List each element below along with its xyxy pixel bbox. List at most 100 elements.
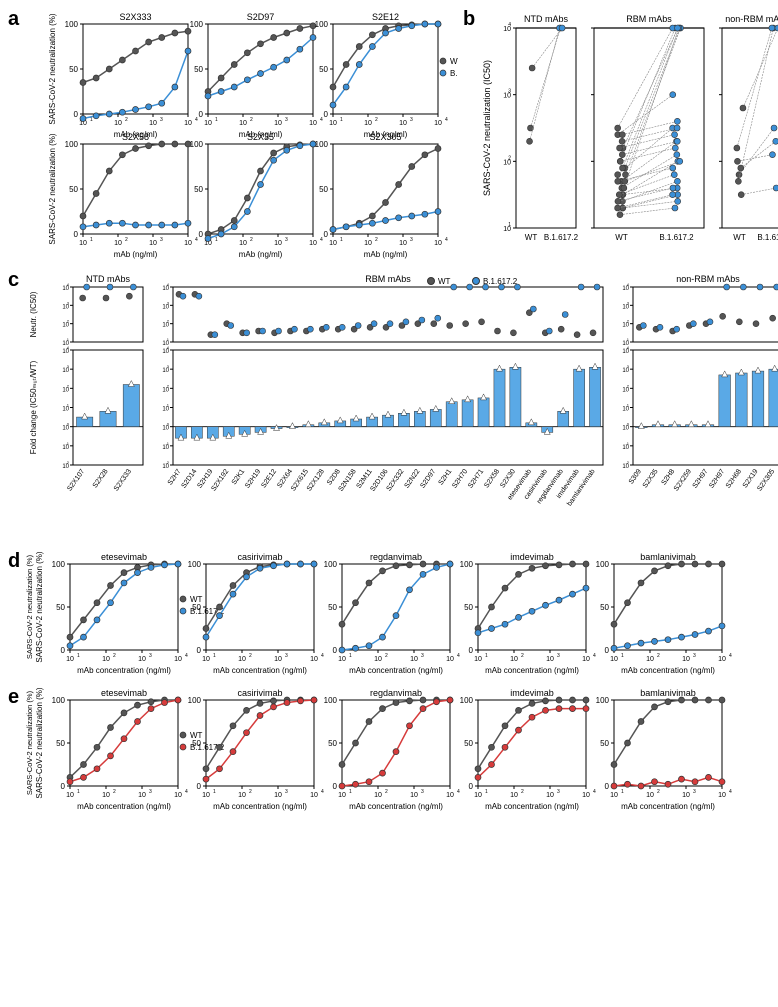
svg-text:S2X333: S2X333 bbox=[119, 12, 151, 22]
svg-text:10: 10 bbox=[274, 656, 282, 663]
svg-text:4: 4 bbox=[457, 789, 460, 795]
svg-text:50: 50 bbox=[328, 739, 337, 748]
svg-text:10: 10 bbox=[410, 656, 418, 663]
svg-text:S2X28: S2X28 bbox=[92, 468, 110, 489]
svg-text:4: 4 bbox=[185, 653, 188, 659]
svg-text:2: 2 bbox=[67, 383, 70, 388]
svg-text:100: 100 bbox=[460, 696, 474, 705]
svg-text:SARS-CoV-2 neutralization (%): SARS-CoV-2 neutralization (%) bbox=[48, 13, 57, 124]
svg-text:1: 1 bbox=[213, 789, 216, 795]
svg-text:S2H97: S2H97 bbox=[692, 468, 710, 490]
svg-text:1: 1 bbox=[167, 403, 170, 408]
svg-text:10: 10 bbox=[102, 656, 110, 663]
svg-text:10: 10 bbox=[510, 656, 518, 663]
svg-text:S2D8: S2D8 bbox=[326, 468, 342, 486]
svg-text:mAb concentration (ng/ml): mAb concentration (ng/ml) bbox=[349, 666, 443, 675]
svg-text:10: 10 bbox=[149, 120, 157, 127]
svg-text:10: 10 bbox=[338, 792, 346, 799]
svg-text:B.1.617.2: B.1.617.2 bbox=[544, 233, 579, 242]
svg-text:bamlanivimab: bamlanivimab bbox=[640, 688, 696, 698]
svg-text:4: 4 bbox=[593, 653, 596, 659]
svg-text:10: 10 bbox=[646, 792, 654, 799]
svg-text:2: 2 bbox=[385, 653, 388, 659]
svg-text:4: 4 bbox=[627, 345, 630, 350]
svg-text:2: 2 bbox=[375, 237, 378, 243]
svg-text:4: 4 bbox=[167, 345, 170, 350]
svg-text:3: 3 bbox=[67, 300, 70, 305]
svg-text:100: 100 bbox=[52, 560, 66, 569]
svg-text:regdanvimab: regdanvimab bbox=[370, 688, 422, 698]
svg-text:mAb concentration (ng/ml): mAb concentration (ng/ml) bbox=[485, 666, 579, 675]
svg-text:1: 1 bbox=[340, 117, 343, 123]
panel-c-svg: WTB.1.617.2Neutr. (IC50)Fold change (IC5… bbox=[18, 269, 778, 544]
svg-text:10: 10 bbox=[718, 792, 726, 799]
svg-text:S2H7: S2H7 bbox=[167, 468, 183, 486]
svg-text:1: 1 bbox=[77, 653, 80, 659]
svg-text:1: 1 bbox=[167, 337, 170, 342]
svg-text:10: 10 bbox=[399, 240, 407, 247]
svg-text:10: 10 bbox=[434, 120, 442, 127]
svg-text:0: 0 bbox=[61, 646, 66, 655]
svg-text:10: 10 bbox=[329, 120, 337, 127]
svg-text:10: 10 bbox=[238, 656, 246, 663]
svg-text:50: 50 bbox=[319, 185, 328, 194]
svg-text:100: 100 bbox=[315, 140, 329, 149]
svg-text:10: 10 bbox=[174, 792, 182, 799]
svg-text:10: 10 bbox=[446, 656, 454, 663]
svg-text:SARS-CoV-2 neutralization (%): SARS-CoV-2 neutralization (%) bbox=[48, 133, 57, 244]
panel-b-svg: SARS-CoV-2 neutralization (IC50)10110210… bbox=[478, 8, 778, 263]
svg-text:4: 4 bbox=[445, 237, 448, 243]
svg-text:4: 4 bbox=[729, 653, 732, 659]
svg-text:NTD mAbs: NTD mAbs bbox=[524, 14, 569, 24]
svg-text:10: 10 bbox=[239, 120, 247, 127]
svg-text:S2X35: S2X35 bbox=[642, 468, 660, 489]
svg-text:WT: WT bbox=[525, 233, 538, 242]
svg-text:B.1.617.2: B.1.617.2 bbox=[659, 233, 694, 242]
svg-text:mAb concentration (ng/ml): mAb concentration (ng/ml) bbox=[213, 802, 307, 811]
svg-text:mAb concentration (ng/ml): mAb concentration (ng/ml) bbox=[349, 802, 443, 811]
svg-text:0: 0 bbox=[197, 646, 202, 655]
svg-text:0: 0 bbox=[627, 422, 630, 427]
svg-text:etesevimab: etesevimab bbox=[101, 552, 147, 562]
svg-text:100: 100 bbox=[65, 20, 79, 29]
panel-d-row: d 050100101102103104etesevimabSARS-CoV-2… bbox=[8, 550, 770, 680]
svg-text:3: 3 bbox=[410, 237, 413, 243]
svg-text:50: 50 bbox=[319, 65, 328, 74]
panel-e-svg: 050100101102103104etesevimabSARS-CoV-2 n… bbox=[18, 686, 778, 816]
svg-text:10: 10 bbox=[329, 240, 337, 247]
panel-a-label: a bbox=[8, 8, 19, 31]
svg-text:10: 10 bbox=[364, 120, 372, 127]
svg-text:3: 3 bbox=[285, 237, 288, 243]
svg-text:10: 10 bbox=[202, 792, 210, 799]
svg-text:100: 100 bbox=[188, 696, 202, 705]
svg-text:S2K1: S2K1 bbox=[231, 468, 247, 486]
svg-text:mAb concentration (ng/ml): mAb concentration (ng/ml) bbox=[621, 666, 715, 675]
svg-text:3: 3 bbox=[285, 653, 288, 659]
svg-text:S2X305: S2X305 bbox=[756, 468, 776, 493]
svg-text:100: 100 bbox=[460, 560, 474, 569]
svg-text:100: 100 bbox=[190, 20, 204, 29]
svg-text:0: 0 bbox=[199, 110, 204, 119]
svg-text:50: 50 bbox=[192, 603, 201, 612]
svg-text:10: 10 bbox=[582, 792, 590, 799]
svg-text:mAb (ng/ml): mAb (ng/ml) bbox=[239, 250, 283, 259]
svg-text:4: 4 bbox=[320, 237, 323, 243]
svg-text:50: 50 bbox=[600, 739, 609, 748]
svg-text:1: 1 bbox=[485, 653, 488, 659]
svg-text:0: 0 bbox=[324, 110, 329, 119]
svg-text:S309: S309 bbox=[628, 468, 643, 485]
svg-text:SARS-CoV-2 neutralization (IC5: SARS-CoV-2 neutralization (IC50) bbox=[482, 60, 492, 196]
svg-text:SARS-CoV-2 neutralization (%): SARS-CoV-2 neutralization (%) bbox=[35, 551, 44, 662]
svg-text:10: 10 bbox=[174, 656, 182, 663]
svg-text:2: 2 bbox=[627, 383, 630, 388]
svg-text:10: 10 bbox=[184, 240, 192, 247]
svg-text:3: 3 bbox=[508, 89, 511, 95]
svg-text:SARS-CoV-2 neutralization (%): SARS-CoV-2 neutralization (%) bbox=[25, 554, 34, 659]
svg-text:4: 4 bbox=[167, 282, 170, 287]
svg-text:10: 10 bbox=[66, 656, 74, 663]
svg-text:4: 4 bbox=[67, 282, 70, 287]
svg-text:100: 100 bbox=[596, 560, 610, 569]
svg-text:3: 3 bbox=[693, 789, 696, 795]
panel-d-svg: 050100101102103104etesevimabSARS-CoV-2 n… bbox=[18, 550, 778, 680]
svg-text:3: 3 bbox=[557, 789, 560, 795]
